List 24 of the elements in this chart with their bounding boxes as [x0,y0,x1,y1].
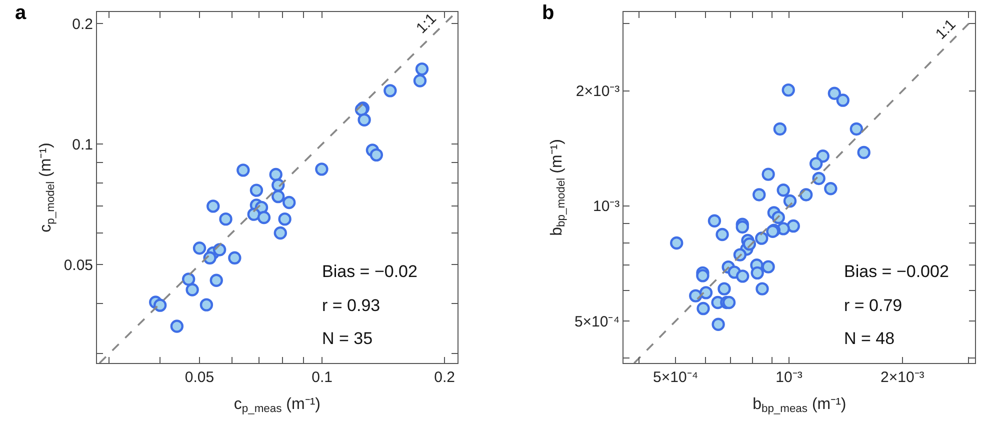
annotation: r = 0.93 [322,296,380,315]
annotation: 1:1 [932,16,960,43]
annotation: r = 0.79 [844,296,902,315]
x-tick-label: 0.1 [312,369,332,386]
annotation: N = 48 [844,329,895,348]
y-tick-label: 0.1 [72,136,94,154]
x-axis-title: b$_{bp_meas}$ (m⁻¹) [752,396,846,416]
y-tick-label: 0.2 [72,16,94,33]
x-tick-label: 2×10⁻³ [880,369,924,386]
y-tick-label: 5×10⁻⁴ [574,313,620,330]
chart-title: a [15,2,27,24]
x-tick-label: 10⁻³ [776,369,802,386]
annotation: Bias = −0.002 [844,262,949,281]
x-tick-label: 0.2 [434,369,456,386]
y-tick-label: 10⁻³ [593,198,620,216]
chart-title: b [542,2,554,24]
annotation: N = 35 [322,329,373,348]
y-tick-label: 0.05 [64,256,94,274]
annotation: 1:1 [413,10,440,37]
annotation: Bias = −0.02 [322,262,418,281]
x-tick-label: 5×10⁻⁴ [653,369,698,386]
y-tick-label: 2×10⁻³ [576,83,620,100]
x-tick-label: 0.05 [184,369,214,386]
x-axis-title: c$_{p_meas}$ (m⁻¹) [234,396,320,416]
